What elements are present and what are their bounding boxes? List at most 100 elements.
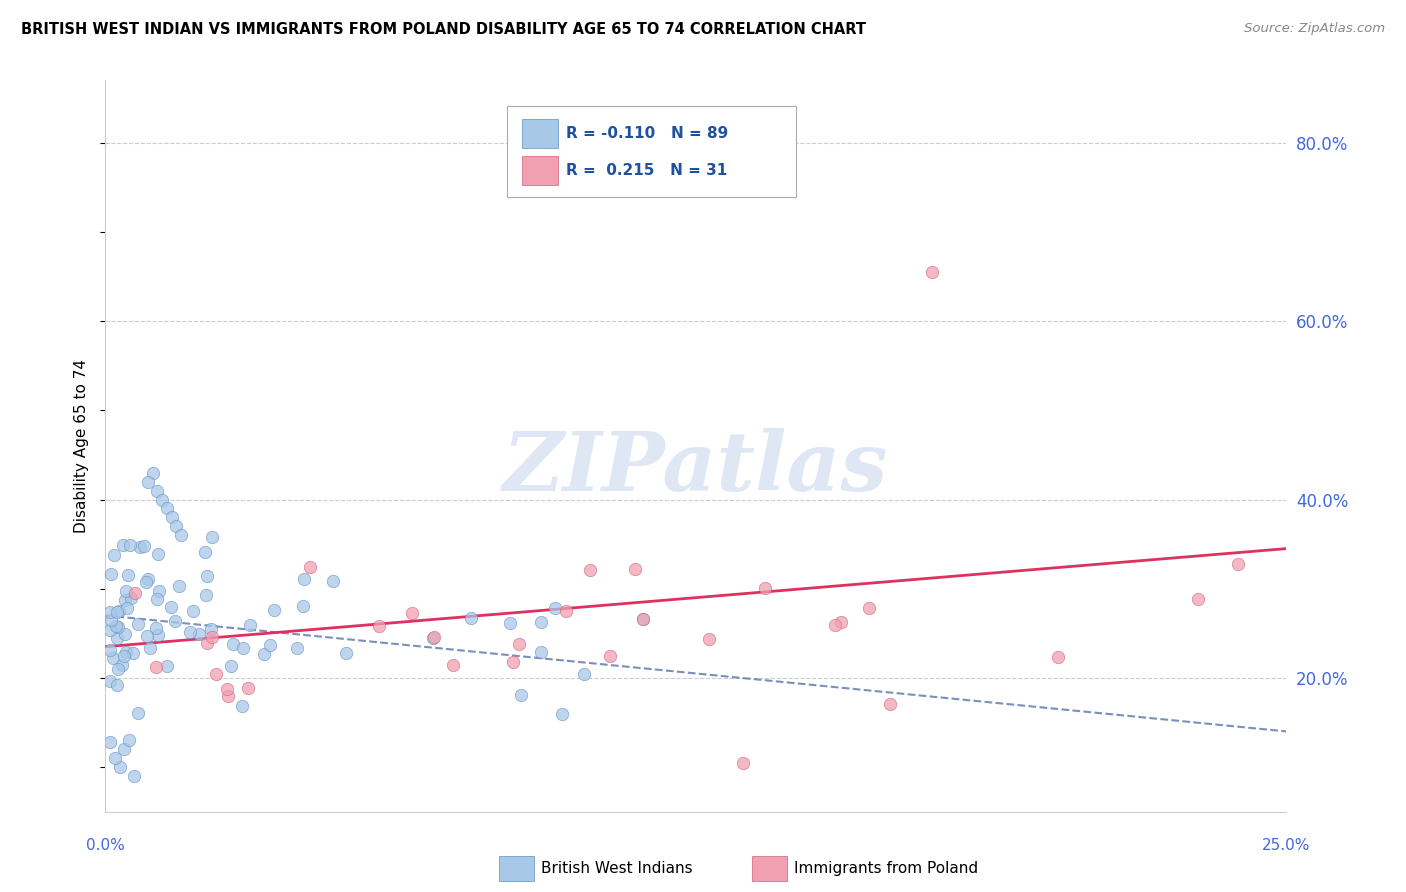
Point xyxy=(1047,650,1070,665)
Point xyxy=(530,645,553,659)
Point xyxy=(98,623,121,637)
Point xyxy=(148,584,170,599)
Point xyxy=(146,592,169,607)
Point xyxy=(105,605,128,619)
Point xyxy=(127,706,149,721)
Point xyxy=(101,651,124,665)
Point xyxy=(201,630,224,644)
Point xyxy=(165,614,187,628)
Text: R =  0.215   N = 31: R = 0.215 N = 31 xyxy=(567,162,727,178)
Point xyxy=(136,475,159,489)
Point xyxy=(460,611,482,625)
Point xyxy=(165,519,187,533)
Point xyxy=(1187,591,1209,606)
Point xyxy=(160,510,183,524)
Point xyxy=(146,628,169,642)
Point xyxy=(579,562,602,576)
Point xyxy=(98,674,121,689)
Point xyxy=(156,501,179,516)
Point xyxy=(499,615,522,630)
Point xyxy=(112,538,135,552)
Point xyxy=(572,666,595,681)
Text: 25.0%: 25.0% xyxy=(1263,838,1310,853)
Point xyxy=(232,641,254,656)
Point xyxy=(292,599,315,614)
Point xyxy=(879,697,901,711)
Point xyxy=(368,619,391,633)
Point xyxy=(195,569,218,583)
Point xyxy=(100,566,122,581)
Point xyxy=(631,612,654,626)
Point xyxy=(150,492,173,507)
Point xyxy=(508,637,530,651)
Point xyxy=(105,632,128,646)
Point xyxy=(120,538,142,552)
Point xyxy=(509,688,531,702)
Point xyxy=(136,629,159,643)
Text: BRITISH WEST INDIAN VS IMMIGRANTS FROM POLAND DISABILITY AGE 65 TO 74 CORRELATIO: BRITISH WEST INDIAN VS IMMIGRANTS FROM P… xyxy=(21,22,866,37)
Point xyxy=(921,265,943,279)
Point xyxy=(105,678,128,692)
FancyBboxPatch shape xyxy=(523,155,558,185)
Point xyxy=(544,601,567,615)
Point xyxy=(263,603,285,617)
Point xyxy=(555,604,578,618)
Point xyxy=(259,638,281,652)
Point xyxy=(219,659,242,673)
Point xyxy=(830,615,852,629)
Point xyxy=(124,586,146,600)
Point xyxy=(200,530,222,544)
Point xyxy=(107,662,129,676)
Point xyxy=(236,681,259,696)
Point xyxy=(285,641,308,656)
Point xyxy=(441,658,464,673)
Point xyxy=(108,604,131,618)
Point xyxy=(824,618,846,632)
Point xyxy=(530,615,553,629)
Point xyxy=(502,655,524,669)
Point xyxy=(122,646,145,660)
FancyBboxPatch shape xyxy=(508,106,796,197)
Point xyxy=(623,562,645,576)
Point xyxy=(631,612,654,626)
Point xyxy=(142,466,165,480)
Point xyxy=(239,618,262,632)
Point xyxy=(550,707,572,722)
Text: 0.0%: 0.0% xyxy=(86,838,125,853)
Point xyxy=(114,627,136,641)
Y-axis label: Disability Age 65 to 74: Disability Age 65 to 74 xyxy=(75,359,90,533)
Point xyxy=(401,606,423,620)
Point xyxy=(136,572,159,586)
Text: British West Indians: British West Indians xyxy=(541,862,693,876)
Point xyxy=(188,627,211,641)
Point xyxy=(107,620,129,634)
Point xyxy=(104,751,127,765)
Point xyxy=(733,756,755,770)
Point xyxy=(112,648,135,663)
Text: ZIPatlas: ZIPatlas xyxy=(503,428,889,508)
Point xyxy=(122,769,145,783)
Point xyxy=(231,698,253,713)
Point xyxy=(195,636,218,650)
Point xyxy=(112,742,135,756)
Point xyxy=(120,591,142,605)
Point xyxy=(148,547,170,561)
Point xyxy=(292,572,315,586)
Point xyxy=(423,630,446,644)
Point xyxy=(145,659,167,673)
Text: Source: ZipAtlas.com: Source: ZipAtlas.com xyxy=(1244,22,1385,36)
Point xyxy=(98,606,121,620)
Point xyxy=(98,735,121,749)
Point xyxy=(111,658,134,673)
Point xyxy=(322,574,344,589)
Point xyxy=(135,574,157,589)
Point xyxy=(159,599,181,614)
Point xyxy=(117,568,139,582)
Point xyxy=(139,640,162,655)
Point xyxy=(134,539,156,553)
Point xyxy=(98,642,121,657)
FancyBboxPatch shape xyxy=(523,119,558,148)
Point xyxy=(170,528,193,542)
Point xyxy=(299,559,322,574)
Point xyxy=(156,658,179,673)
